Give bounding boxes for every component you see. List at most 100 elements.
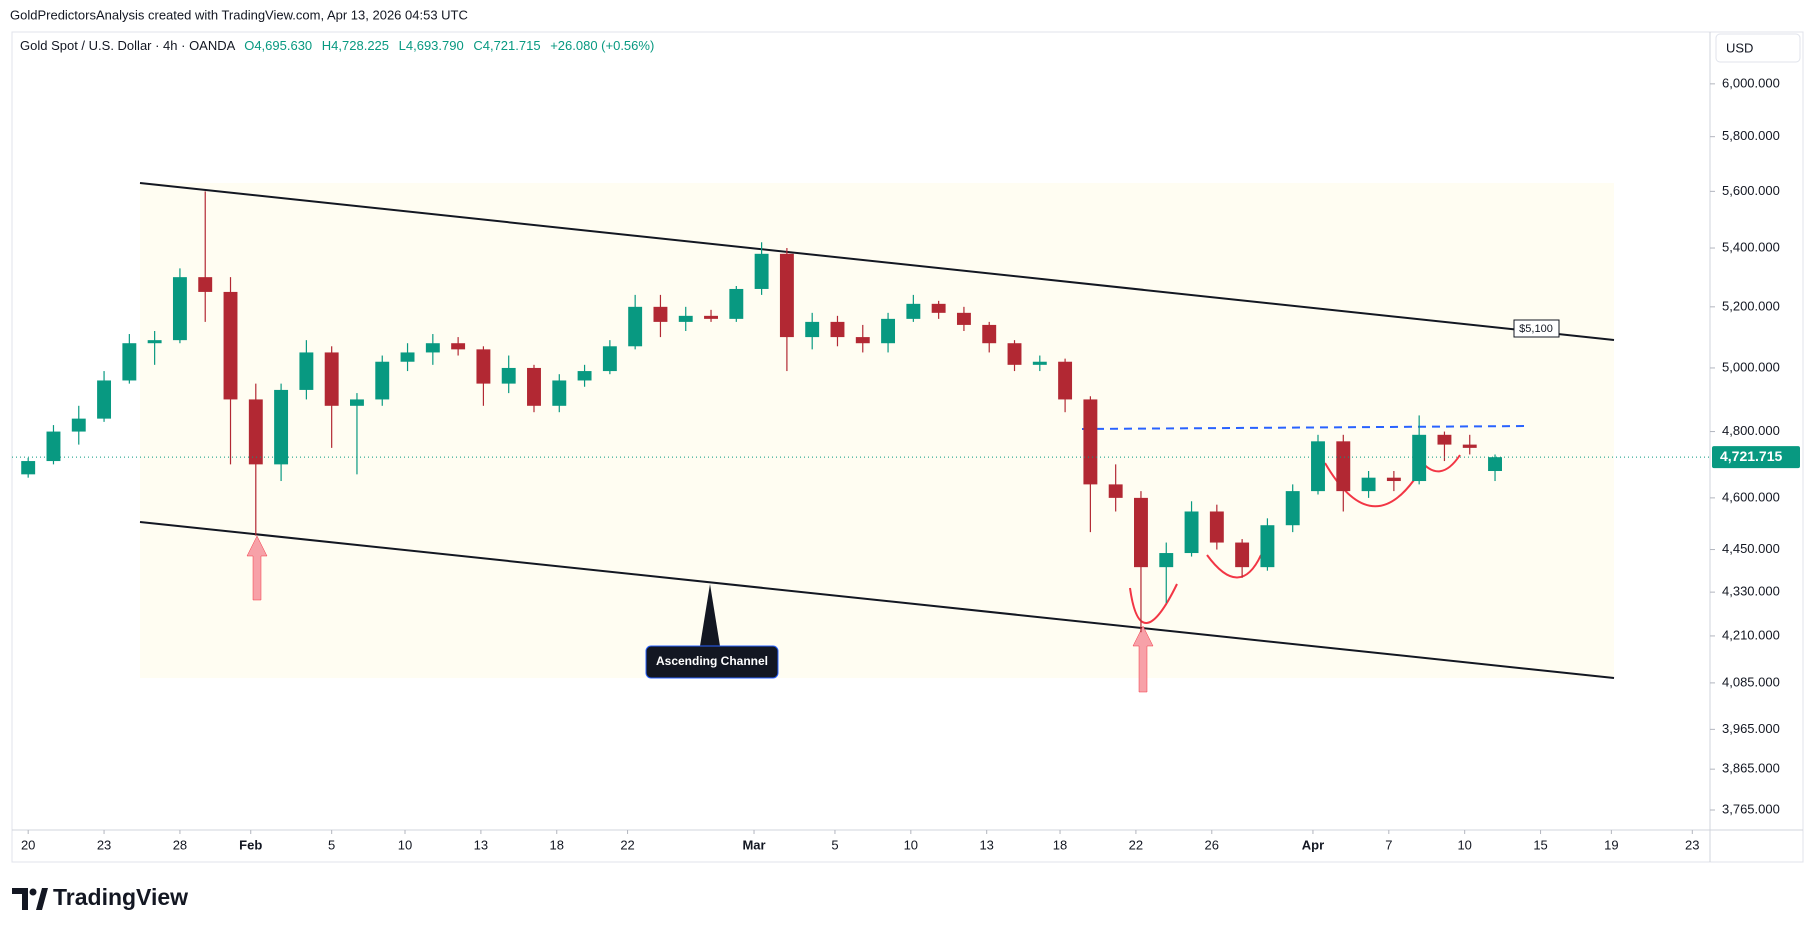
y-tick-label: 4,330.000 [1722, 584, 1780, 599]
x-tick-label: 18 [550, 837, 564, 852]
candle-body [1184, 511, 1199, 554]
candle-body [1159, 553, 1174, 568]
candle-body [172, 277, 187, 341]
candle-body [1083, 399, 1098, 485]
candle-body [1488, 457, 1502, 472]
neckline [1081, 425, 1531, 430]
candle-body [425, 343, 440, 353]
x-tick-label: 7 [1385, 837, 1392, 852]
candle-body [147, 340, 162, 344]
candle-body [628, 306, 643, 347]
candle-body [1412, 434, 1427, 482]
candle-body [956, 312, 971, 325]
candle-body [350, 399, 364, 406]
x-tick-label: 10 [904, 837, 918, 852]
x-tick-label: 10 [1457, 837, 1471, 852]
x-tick-label: 23 [1685, 837, 1699, 852]
x-tick-label: 22 [620, 837, 634, 852]
y-tick-label: 3,765.000 [1722, 801, 1780, 816]
arrow-up [246, 535, 268, 601]
candle-body [830, 321, 845, 338]
x-tick-label: Apr [1302, 837, 1324, 852]
arc [1324, 462, 1415, 508]
x-tick-label: Mar [742, 837, 765, 852]
y-tick-label: 4,210.000 [1722, 627, 1780, 642]
candle-body [375, 361, 390, 400]
symbol-line: Gold Spot / U.S. Dollar · 4h · OANDA O4,… [20, 38, 654, 53]
candle-body [21, 461, 36, 475]
candle-body [324, 352, 339, 406]
candle-body [71, 418, 86, 432]
x-tick-label: 13 [979, 837, 993, 852]
candle-body [805, 321, 820, 338]
currency-box[interactable] [1715, 33, 1801, 63]
candle-body [1437, 434, 1452, 445]
x-tick-label: 19 [1604, 837, 1618, 852]
candle-body [1336, 441, 1351, 492]
candle-body [501, 367, 516, 384]
candle-body [855, 337, 870, 344]
candle-body [1032, 361, 1047, 365]
candle-body [198, 277, 213, 292]
candle-body [1285, 491, 1300, 526]
last-price-box [1712, 446, 1800, 469]
callout-pointer [700, 584, 720, 646]
candle-body [1311, 441, 1325, 492]
candle-body [400, 352, 415, 362]
currency[interactable]: USD [1726, 40, 1753, 55]
candle-body [274, 389, 289, 465]
candle-body [704, 315, 718, 319]
logo: TradingView [12, 884, 188, 910]
callout-box [645, 645, 779, 679]
candle-body [527, 367, 541, 406]
ohlc-low: L4,693.790 [399, 38, 464, 53]
candle-body [678, 315, 693, 322]
x-tick-label: Feb [239, 837, 262, 852]
arc [1206, 554, 1262, 579]
candle-body [881, 318, 896, 344]
ohlc-open: O4,695.630 [244, 38, 312, 53]
y-tick-label: 3,865.000 [1722, 761, 1780, 776]
candle-body [1235, 542, 1250, 568]
range-shade [140, 183, 1614, 678]
candle-body [223, 291, 238, 400]
brand: TradingView [53, 884, 188, 910]
caption: GoldPredictorsAnalysis created with Trad… [10, 7, 468, 22]
x-tick-label: 5 [831, 837, 838, 852]
candle-body [1108, 484, 1123, 498]
candle-body [1462, 444, 1477, 448]
x-tick-label: 20 [21, 837, 35, 852]
candle-body [1058, 361, 1073, 400]
channel-upper [139, 182, 1615, 341]
y-tick-label: 4,085.000 [1722, 674, 1780, 689]
last-price-label: 4,721.715 [1720, 448, 1782, 464]
candle-body [729, 288, 744, 319]
y-tick-label: 3,965.000 [1722, 721, 1780, 736]
candle-body [754, 253, 769, 289]
y-tick-label: 4,600.000 [1722, 489, 1780, 504]
y-tick-label: 5,400.000 [1722, 239, 1780, 254]
x-tick-label: 26 [1205, 837, 1219, 852]
candle-body [122, 343, 137, 381]
logo-dot [29, 888, 37, 896]
y-tick-label: 5,800.000 [1722, 128, 1780, 143]
arc [1129, 583, 1178, 624]
callout-label: Ascending Channel [656, 654, 768, 668]
resistance-box [1513, 319, 1560, 338]
logo-mark [12, 888, 28, 910]
candle-body [299, 352, 314, 390]
x-tick-label: 28 [173, 837, 187, 852]
x-tick-label: 22 [1129, 837, 1143, 852]
candle-body [97, 380, 112, 419]
channel-lower [139, 521, 1615, 679]
arrow-up [1132, 625, 1154, 693]
y-tick-label: 5,000.000 [1722, 359, 1780, 374]
y-tick-label: 6,000.000 [1722, 75, 1780, 90]
frame [11, 31, 1804, 863]
x-tick-label: 15 [1533, 837, 1547, 852]
candle-body [46, 431, 61, 462]
resistance-label: $5,100 [1519, 323, 1553, 335]
candle-body [1007, 343, 1022, 365]
